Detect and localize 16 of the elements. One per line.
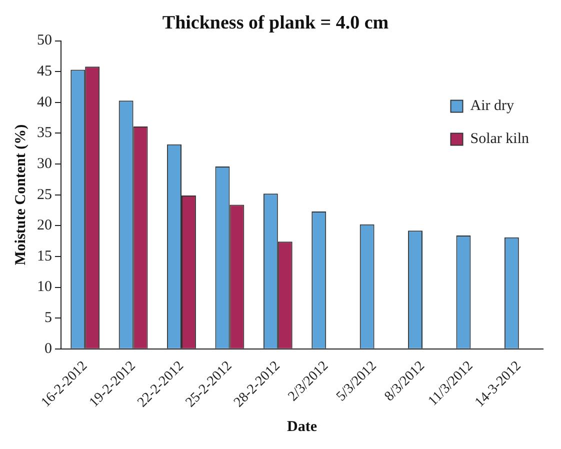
y-tick-label: 45: [37, 64, 52, 80]
y-tick-label: 50: [37, 32, 52, 49]
y-tick-label: 30: [37, 156, 52, 172]
chart-title: Thickness of plank = 4.0 cm: [162, 12, 389, 34]
y-tick-label: 0: [44, 340, 52, 357]
y-tick-label: 15: [37, 248, 52, 264]
y-axis-title: Moistute Content (%): [12, 124, 29, 266]
y-tick-label: 5: [44, 310, 52, 326]
legend-label: Air dry: [470, 98, 514, 114]
x-axis-title: Date: [287, 418, 318, 435]
y-tick-label: 40: [37, 94, 52, 110]
legend-label: Solar kiln: [470, 131, 530, 148]
y-tick-label: 20: [37, 218, 52, 234]
y-tick-label: 35: [37, 125, 52, 142]
y-tick-label: 10: [37, 279, 52, 296]
y-tick-label: 25: [37, 186, 52, 203]
